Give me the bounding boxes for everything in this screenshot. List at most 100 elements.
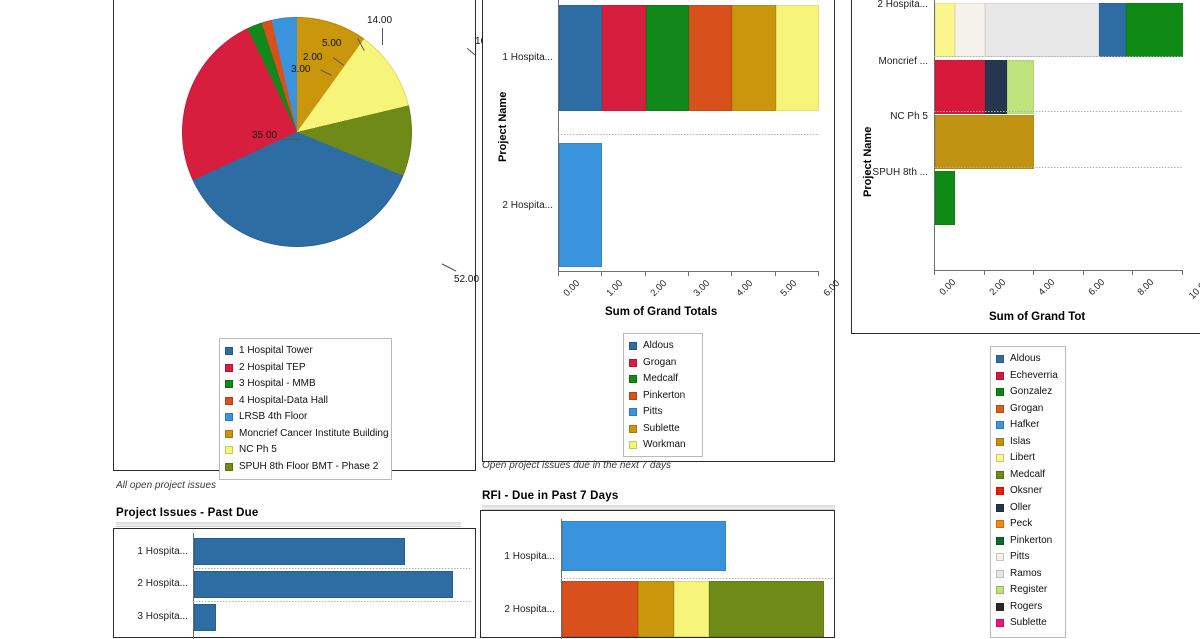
legend-swatch-icon [996, 470, 1004, 479]
gt-bar-row[interactable] [935, 115, 1183, 169]
gt-legend-item[interactable]: Aldous [996, 351, 1059, 368]
pie-legend-item[interactable]: LRSB 4th Floor [225, 409, 385, 426]
next7-bar-segment[interactable] [559, 143, 603, 267]
pie-disc[interactable] [182, 17, 412, 247]
gt-plot-area[interactable] [934, 0, 1183, 271]
next7-y-axis-line [558, 0, 559, 271]
next7-legend-item[interactable]: Sublette [629, 421, 696, 438]
gt-legend-item[interactable]: Pinkerton [996, 533, 1059, 550]
next7-bar-segment[interactable] [775, 5, 819, 111]
rfi-bar-segment[interactable] [673, 581, 710, 637]
gt-legend-item[interactable]: Rogers [996, 599, 1059, 616]
gt-bar-segment[interactable] [1125, 3, 1183, 57]
next7-bar-segment[interactable] [689, 5, 733, 111]
gt-legend-item[interactable]: Sublette [996, 615, 1059, 632]
gt-bar-segment[interactable] [984, 3, 1099, 57]
next7-tick-mark [818, 271, 819, 276]
legend-swatch-icon [996, 586, 1004, 595]
grand-totals-panel: Project Name 1 Hospita...2 Hospita...Mon… [851, 0, 1200, 334]
gt-legend-item[interactable]: Hafker [996, 417, 1059, 434]
gt-legend-item[interactable]: Oksner [996, 483, 1059, 500]
gt-bar-row[interactable] [935, 3, 1183, 57]
gt-bar-segment[interactable] [954, 3, 985, 57]
pie-label-hospital-tep: 35.00 [252, 130, 278, 141]
gt-tick-label: 2.00 [987, 277, 1008, 298]
pd-y-axis-line [193, 533, 194, 639]
pie-leader-hospital-tower [441, 263, 457, 272]
past-due-bar[interactable] [194, 604, 217, 631]
gt-bar-segment[interactable] [984, 60, 1007, 114]
pd-gridline-2 [193, 601, 471, 602]
pie-legend-item[interactable]: SPUH 8th Floor BMT - Phase 2 [225, 459, 385, 476]
gt-legend-label: Sublette [1010, 617, 1047, 629]
gt-gridline [934, 167, 1182, 168]
pie-legend-item[interactable]: 1 Hospital Tower [225, 343, 385, 360]
gt-legend-item[interactable]: Register [996, 582, 1059, 599]
next7-legend-item[interactable]: Pinkerton [629, 388, 696, 405]
gt-legend[interactable]: Aldous Echeverria Gonzalez Grogan Hafker Isla… [990, 346, 1066, 638]
pie-legend-item[interactable]: 2 Hospital TEP [225, 360, 385, 377]
legend-swatch-icon [225, 347, 233, 356]
pie-legend-item[interactable]: Moncrief Cancer Institute Building [225, 426, 389, 443]
gt-bar-segment[interactable] [935, 60, 985, 114]
gt-bar-row[interactable] [935, 171, 1183, 225]
next7-bar-segment[interactable] [732, 5, 776, 111]
pie-legend[interactable]: 1 Hospital Tower 2 Hospital TEP 3 Hospital… [219, 338, 392, 480]
rfi-bar-segment[interactable] [709, 581, 825, 637]
gt-bar-segment[interactable] [1006, 60, 1035, 114]
next7-tick-mark [601, 271, 603, 276]
gt-bar-row[interactable] [935, 60, 1183, 114]
next7-legend-label: Pinkerton [643, 389, 686, 401]
gt-legend-item[interactable]: Peck [996, 516, 1059, 533]
next7-legend-item[interactable]: Grogan [629, 355, 696, 372]
rfi-bar-row[interactable] [562, 521, 835, 571]
gt-legend-item[interactable]: Echeverria [996, 368, 1059, 385]
pie-legend-item[interactable]: NC Ph 5 [225, 442, 385, 459]
legend-swatch-icon [629, 358, 637, 367]
next7-bar-segment[interactable] [559, 5, 603, 111]
gt-bar-segment[interactable] [1098, 3, 1126, 57]
next7-bar-segment[interactable] [645, 5, 689, 111]
gt-bar-segment[interactable] [935, 171, 955, 225]
gt-legend-item[interactable]: Ramos [996, 566, 1059, 583]
rfi-bar-segment[interactable] [562, 521, 726, 571]
pie-legend-item[interactable]: 3 Hospital - MMB [225, 376, 385, 393]
gt-legend-label: Libert [1010, 452, 1036, 464]
gt-legend-item[interactable]: Gonzalez [996, 384, 1059, 401]
gt-legend-item[interactable]: Pitts [996, 549, 1059, 566]
next7-y-axis-title: Project Name [497, 91, 509, 162]
next7-legend-item[interactable]: Pitts [629, 404, 696, 421]
next7-legend-item[interactable]: Workman [629, 437, 696, 454]
next7-bar-segment[interactable] [602, 5, 646, 111]
gt-legend-label: Oksner [1010, 485, 1043, 497]
rfi-plot-area[interactable] [561, 519, 836, 639]
rfi-bar-row[interactable] [562, 581, 835, 637]
gt-legend-item[interactable]: Oller [996, 500, 1059, 517]
legend-swatch-icon [629, 391, 637, 400]
past-due-bar[interactable] [194, 571, 453, 598]
pie-caption: All open project issues [116, 480, 217, 491]
gt-legend-item[interactable]: Libert [996, 450, 1059, 467]
rfi-bar-segment[interactable] [562, 581, 639, 637]
pie-label-hospital-tower: 52.00 [454, 274, 480, 285]
next7-legend[interactable]: Aldous Grogan Medcalf Pinkerton Pitts Sublett… [623, 333, 703, 457]
legend-swatch-icon [225, 380, 233, 389]
past-due-plot-area[interactable] [193, 533, 473, 639]
rfi-cat-2: 2 Hospita... [504, 604, 555, 615]
gt-bar-segment[interactable] [935, 3, 955, 57]
pie-legend-item[interactable]: 4 Hospital-Data Hall [225, 393, 385, 410]
next7-legend-item[interactable]: Aldous [629, 338, 696, 355]
next7-bar-row[interactable] [559, 143, 819, 267]
next7-x-axis-title: Sum of Grand Totals [605, 306, 718, 318]
gt-legend-item[interactable]: Grogan [996, 401, 1059, 418]
next7-legend-label: Grogan [643, 356, 677, 368]
pie-chart[interactable]: 14.00 16.00 14.00 52.00 35.00 5.00 2.00 … [114, 0, 551, 329]
past-due-bar[interactable] [194, 538, 406, 565]
next7-legend-item[interactable]: Medcalf [629, 371, 696, 388]
next7-plot-area[interactable] [558, 0, 819, 272]
gt-bar-segment[interactable] [935, 115, 1035, 169]
rfi-bar-segment[interactable] [638, 581, 674, 637]
gt-legend-item[interactable]: Islas [996, 434, 1059, 451]
next7-bar-row[interactable] [559, 5, 819, 111]
gt-legend-item[interactable]: Medcalf [996, 467, 1059, 484]
